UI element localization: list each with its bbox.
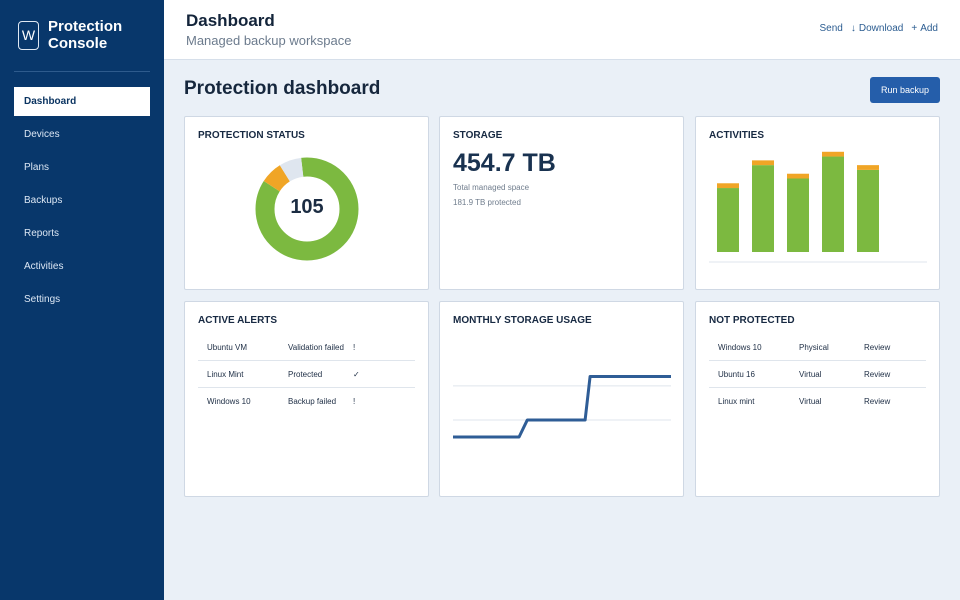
activity-bar-success (752, 165, 774, 252)
device-name: Ubuntu 16 (718, 370, 755, 379)
alert-status: Validation failed (288, 343, 344, 352)
alerts-table: Ubuntu VM Validation failed ! Linux Mint… (198, 334, 415, 415)
activity-bar-warning (822, 151, 844, 157)
card-title: STORAGE (453, 130, 503, 141)
card-title: MONTHLY STORAGE USAGE (453, 315, 592, 326)
activity-bar-success (717, 188, 739, 252)
monthly-storage-card: MONTHLY STORAGE USAGE (439, 301, 684, 497)
sidebar-divider (14, 71, 150, 72)
not-protected-table: Windows 10 Physical Review Ubuntu 16 Vir… (709, 334, 926, 415)
sidebar: W Protection Console Dashboard Devices P… (0, 0, 164, 600)
activities-card: ACTIVITIES (695, 116, 940, 290)
run-backup-button[interactable]: Run backup (870, 77, 940, 103)
table-row[interactable]: Windows 10 Physical Review (709, 334, 926, 361)
page-subtitle: Managed backup workspace (186, 33, 352, 48)
storage-usage-line (453, 375, 671, 439)
activity-bar-success (822, 156, 844, 252)
dashboard-heading: Protection dashboard (184, 78, 381, 99)
activities-bar-chart (709, 151, 927, 263)
table-row[interactable]: Linux mint Virtual Review (709, 388, 926, 415)
sidebar-item-dashboard[interactable]: Dashboard (14, 87, 150, 116)
device-name: Windows 10 (718, 343, 762, 352)
device-name: Linux Mint (207, 370, 244, 379)
sidebar-item-devices[interactable]: Devices (24, 129, 60, 140)
download-label: Download (858, 23, 904, 34)
topbar: Dashboard Managed backup workspace Send … (164, 0, 960, 60)
download-link[interactable]: ↓ Download (851, 23, 903, 34)
storage-protected: 181.9 TB protected (453, 198, 521, 207)
sidebar-item-backups[interactable]: Backups (24, 195, 63, 206)
review-link[interactable]: Review (864, 343, 891, 352)
storage-caption: Total managed space (453, 183, 530, 192)
add-label: Add (920, 23, 938, 34)
table-row[interactable]: Linux Mint Protected ✓ (198, 361, 415, 388)
device-type: Physical (799, 343, 829, 352)
send-link[interactable]: Send (820, 23, 843, 34)
protection-count: 105 (290, 196, 324, 218)
add-link[interactable]: + Add (911, 23, 938, 34)
alert-icon: ! (353, 343, 356, 352)
alert-icon: ! (353, 397, 356, 406)
activity-bar-success (787, 178, 809, 252)
check-icon: ✓ (353, 370, 360, 379)
activity-bar-warning (717, 183, 739, 189)
device-name: Linux mint (718, 397, 755, 406)
review-link[interactable]: Review (864, 397, 891, 406)
protection-status-card: PROTECTION STATUS 105 (184, 116, 429, 290)
donut-segment-protected (255, 157, 359, 261)
header-actions: Send ↓ Download + Add (820, 23, 938, 34)
not-protected-card: NOT PROTECTED Windows 10 Physical Review… (695, 301, 940, 497)
card-title: PROTECTION STATUS (198, 130, 305, 141)
activity-bar-success (857, 169, 879, 252)
sidebar-item-activities[interactable]: Activities (24, 261, 64, 272)
device-name: Ubuntu VM (207, 343, 248, 352)
app-logo: W (18, 21, 39, 50)
sidebar-item-plans[interactable]: Plans (24, 162, 50, 173)
alert-status: Protected (288, 370, 323, 379)
storage-total: 454.7 TB (453, 149, 556, 177)
protection-donut: 105 (253, 155, 361, 263)
storage-card: STORAGE 454.7 TB Total managed space 181… (439, 116, 684, 290)
page-title: Dashboard (186, 11, 275, 30)
activity-bar-warning (752, 160, 774, 166)
brand-title: Protection Console (48, 18, 123, 52)
add-icon: + (911, 23, 918, 34)
sidebar-item-settings[interactable]: Settings (24, 294, 61, 305)
send-label: Send (819, 23, 843, 34)
monthly-storage-line-chart (453, 375, 671, 439)
donut-chart (255, 157, 359, 261)
download-icon: ↓ (850, 23, 856, 34)
device-type: Virtual (799, 370, 822, 379)
device-name: Windows 10 (207, 397, 251, 406)
card-title: NOT PROTECTED (709, 315, 795, 326)
alert-status: Backup failed (288, 397, 337, 406)
table-row[interactable]: Ubuntu VM Validation failed ! (198, 334, 415, 361)
sidebar-item-reports[interactable]: Reports (24, 228, 60, 239)
review-link[interactable]: Review (864, 370, 891, 379)
activity-bar-warning (857, 165, 879, 170)
table-row[interactable]: Windows 10 Backup failed ! (198, 388, 415, 415)
active-alerts-card: ACTIVE ALERTS Ubuntu VM Validation faile… (184, 301, 429, 497)
card-title: ACTIVE ALERTS (198, 315, 278, 326)
device-type: Virtual (799, 397, 822, 406)
table-row[interactable]: Ubuntu 16 Virtual Review (709, 361, 926, 388)
card-title: ACTIVITIES (709, 130, 765, 141)
sidebar-nav: Dashboard Devices Plans Backups Reports … (14, 87, 150, 318)
brand: W Protection Console (18, 18, 158, 54)
activity-bar-warning (787, 173, 809, 179)
